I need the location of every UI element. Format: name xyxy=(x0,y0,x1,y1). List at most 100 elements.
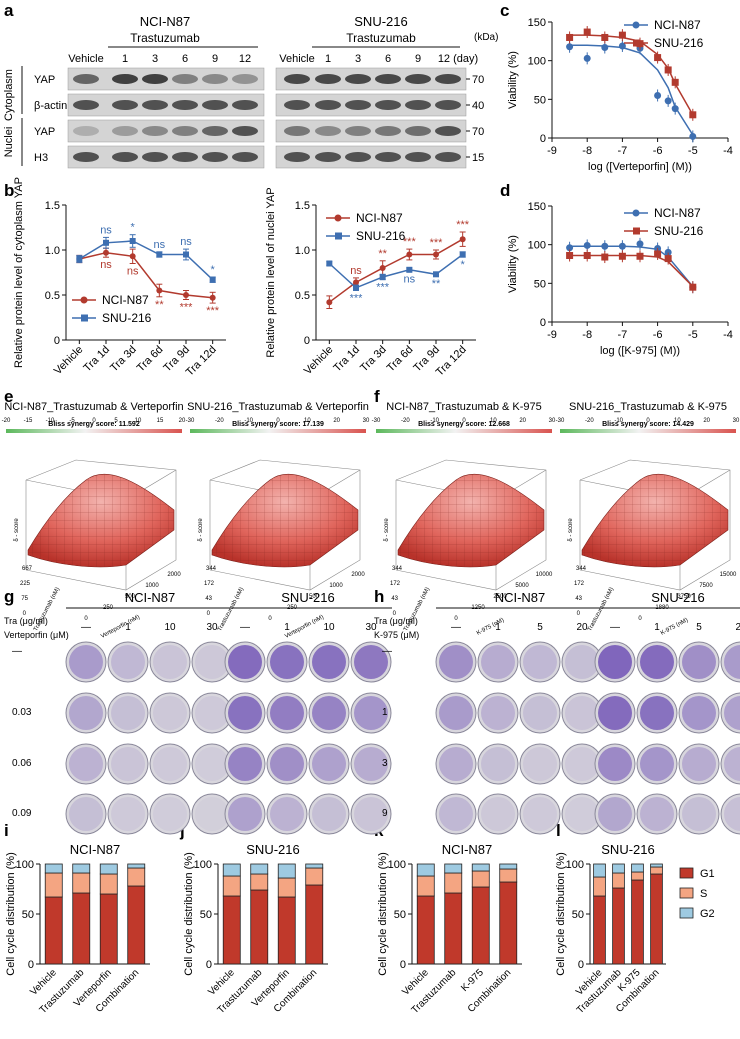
stacked-bar-segment xyxy=(444,872,463,894)
data-point xyxy=(353,279,359,286)
scale-tick-label: 10 xyxy=(674,418,681,424)
chart-c: 0 50 100 150 Viability (%) -9 -8 -7 -6 -5 -4 log ([… xyxy=(507,17,733,173)
stacked-bar-segment xyxy=(222,863,241,877)
blot-band xyxy=(202,100,228,110)
x-tick-label: -9 xyxy=(547,329,557,341)
tra-level: 1 xyxy=(284,622,290,633)
culture-well xyxy=(435,692,477,734)
blot-band xyxy=(172,126,198,136)
tra-level: 10 xyxy=(323,622,335,633)
axis1-tick-label: 0 xyxy=(207,611,211,617)
colony-stain xyxy=(598,797,632,831)
blot-band xyxy=(232,152,258,162)
colony-group-left: NCI-N87 xyxy=(125,590,176,605)
blot-band xyxy=(172,74,198,84)
legend-label: SNU-216 xyxy=(654,36,704,50)
y-axis-label: Viability (%) xyxy=(507,235,519,293)
blot-kda-value: 15 xyxy=(472,152,484,164)
culture-well xyxy=(477,743,519,785)
culture-well xyxy=(350,692,392,734)
lane-label: 6 xyxy=(182,53,188,65)
legend-marker xyxy=(632,21,640,29)
axis1-tick-label: 172 xyxy=(574,581,585,587)
blot-band xyxy=(315,126,341,136)
y-axis-label: Cell cycle distribution (%) xyxy=(5,852,17,975)
legend-label: S xyxy=(700,888,707,900)
axis1-tick-label: 667 xyxy=(22,566,33,572)
tra-label: Tra (μg/ml) xyxy=(374,616,418,626)
culture-well xyxy=(477,641,519,683)
x-tick-label: Tra 6d xyxy=(385,344,416,375)
colony-panel-h: NCI-N87 SNU-216 Tra (μg/ml) K-975 (μM) — — 1 1 5… xyxy=(374,590,740,835)
synergy-color-scale xyxy=(376,429,552,433)
y-tick-label: 50 xyxy=(534,278,546,290)
scale-tick-label: -20 xyxy=(2,418,11,424)
stacked-bar-segment xyxy=(650,863,663,868)
stacked-bar-segment xyxy=(631,879,644,965)
data-point xyxy=(406,251,413,258)
axis1-tick-label: 172 xyxy=(204,581,215,587)
colony-stain xyxy=(195,645,229,679)
significance-mark: *** xyxy=(456,219,470,231)
colony-stain xyxy=(270,747,304,781)
colony-stain xyxy=(228,696,262,730)
data-point xyxy=(326,260,333,267)
blot-band xyxy=(73,100,99,110)
scale-tick-label: -5 xyxy=(69,418,75,424)
scale-tick-label: -30 xyxy=(372,418,381,424)
legend-swatch xyxy=(679,907,694,919)
stacked-bar-segment xyxy=(499,863,518,870)
colony-stain xyxy=(270,797,304,831)
significance-mark: *** xyxy=(206,305,220,317)
x-tick-label: -9 xyxy=(547,145,557,157)
synergy-title: NCI-N87_Trastuzumab & Verteporfin xyxy=(4,401,183,413)
panel-label-c: c xyxy=(500,1,509,20)
blot-band xyxy=(375,152,401,162)
blot-group-right: SNU-216 xyxy=(354,14,407,29)
significance-mark: ns xyxy=(404,274,416,286)
colony-stain xyxy=(523,747,557,781)
synergy-title: SNU-216_Trastuzumab & K-975 xyxy=(569,401,727,413)
stacked-bar-segment xyxy=(444,863,463,874)
legend-marker xyxy=(334,214,342,222)
legend-marker xyxy=(633,227,640,235)
stacked-bar-segment xyxy=(44,872,63,898)
blot-protein-label: YAP xyxy=(34,126,55,138)
blot-band xyxy=(284,152,310,162)
panel-label-i: i xyxy=(4,821,9,840)
culture-well xyxy=(477,793,519,835)
legend-marker xyxy=(80,296,88,304)
lane-label: 12 (day) xyxy=(438,53,478,65)
panel-label-e: e xyxy=(4,387,13,406)
chart-title: NCI-N87 xyxy=(70,842,121,857)
colony-stain xyxy=(523,645,557,679)
stacked-bar-segment xyxy=(444,892,463,965)
scale-tick-label: 20 xyxy=(519,418,526,424)
colony-stain xyxy=(481,797,515,831)
legend-label: NCI-N87 xyxy=(654,18,701,32)
synergy-color-scale xyxy=(6,429,182,433)
data-point xyxy=(103,249,109,256)
colony-group-left: NCI-N87 xyxy=(495,590,546,605)
blot-treatment-left: Trastuzumab xyxy=(130,31,200,45)
axis1-tick-label: 43 xyxy=(205,596,212,602)
culture-well xyxy=(519,743,561,785)
synergy-surface-mesh xyxy=(28,474,174,567)
culture-well xyxy=(266,793,308,835)
significance-mark: ns xyxy=(127,266,139,278)
blot-band xyxy=(315,152,341,162)
legend-marker xyxy=(632,209,640,217)
x-tick-label: -8 xyxy=(582,329,592,341)
blot-band xyxy=(73,74,99,84)
synergy-surface-mesh xyxy=(212,474,358,567)
stacked-bar-segment xyxy=(277,877,296,898)
data-point xyxy=(406,266,413,273)
panel-label-a: a xyxy=(4,1,14,20)
culture-well xyxy=(65,692,107,734)
synergy-surface-mesh xyxy=(398,474,544,567)
lane-label: Vehicle xyxy=(279,53,314,65)
stacked-bar-segment xyxy=(416,895,435,965)
scale-tick-label: 0 xyxy=(92,418,96,424)
legend-label: SNU-216 xyxy=(102,311,152,325)
